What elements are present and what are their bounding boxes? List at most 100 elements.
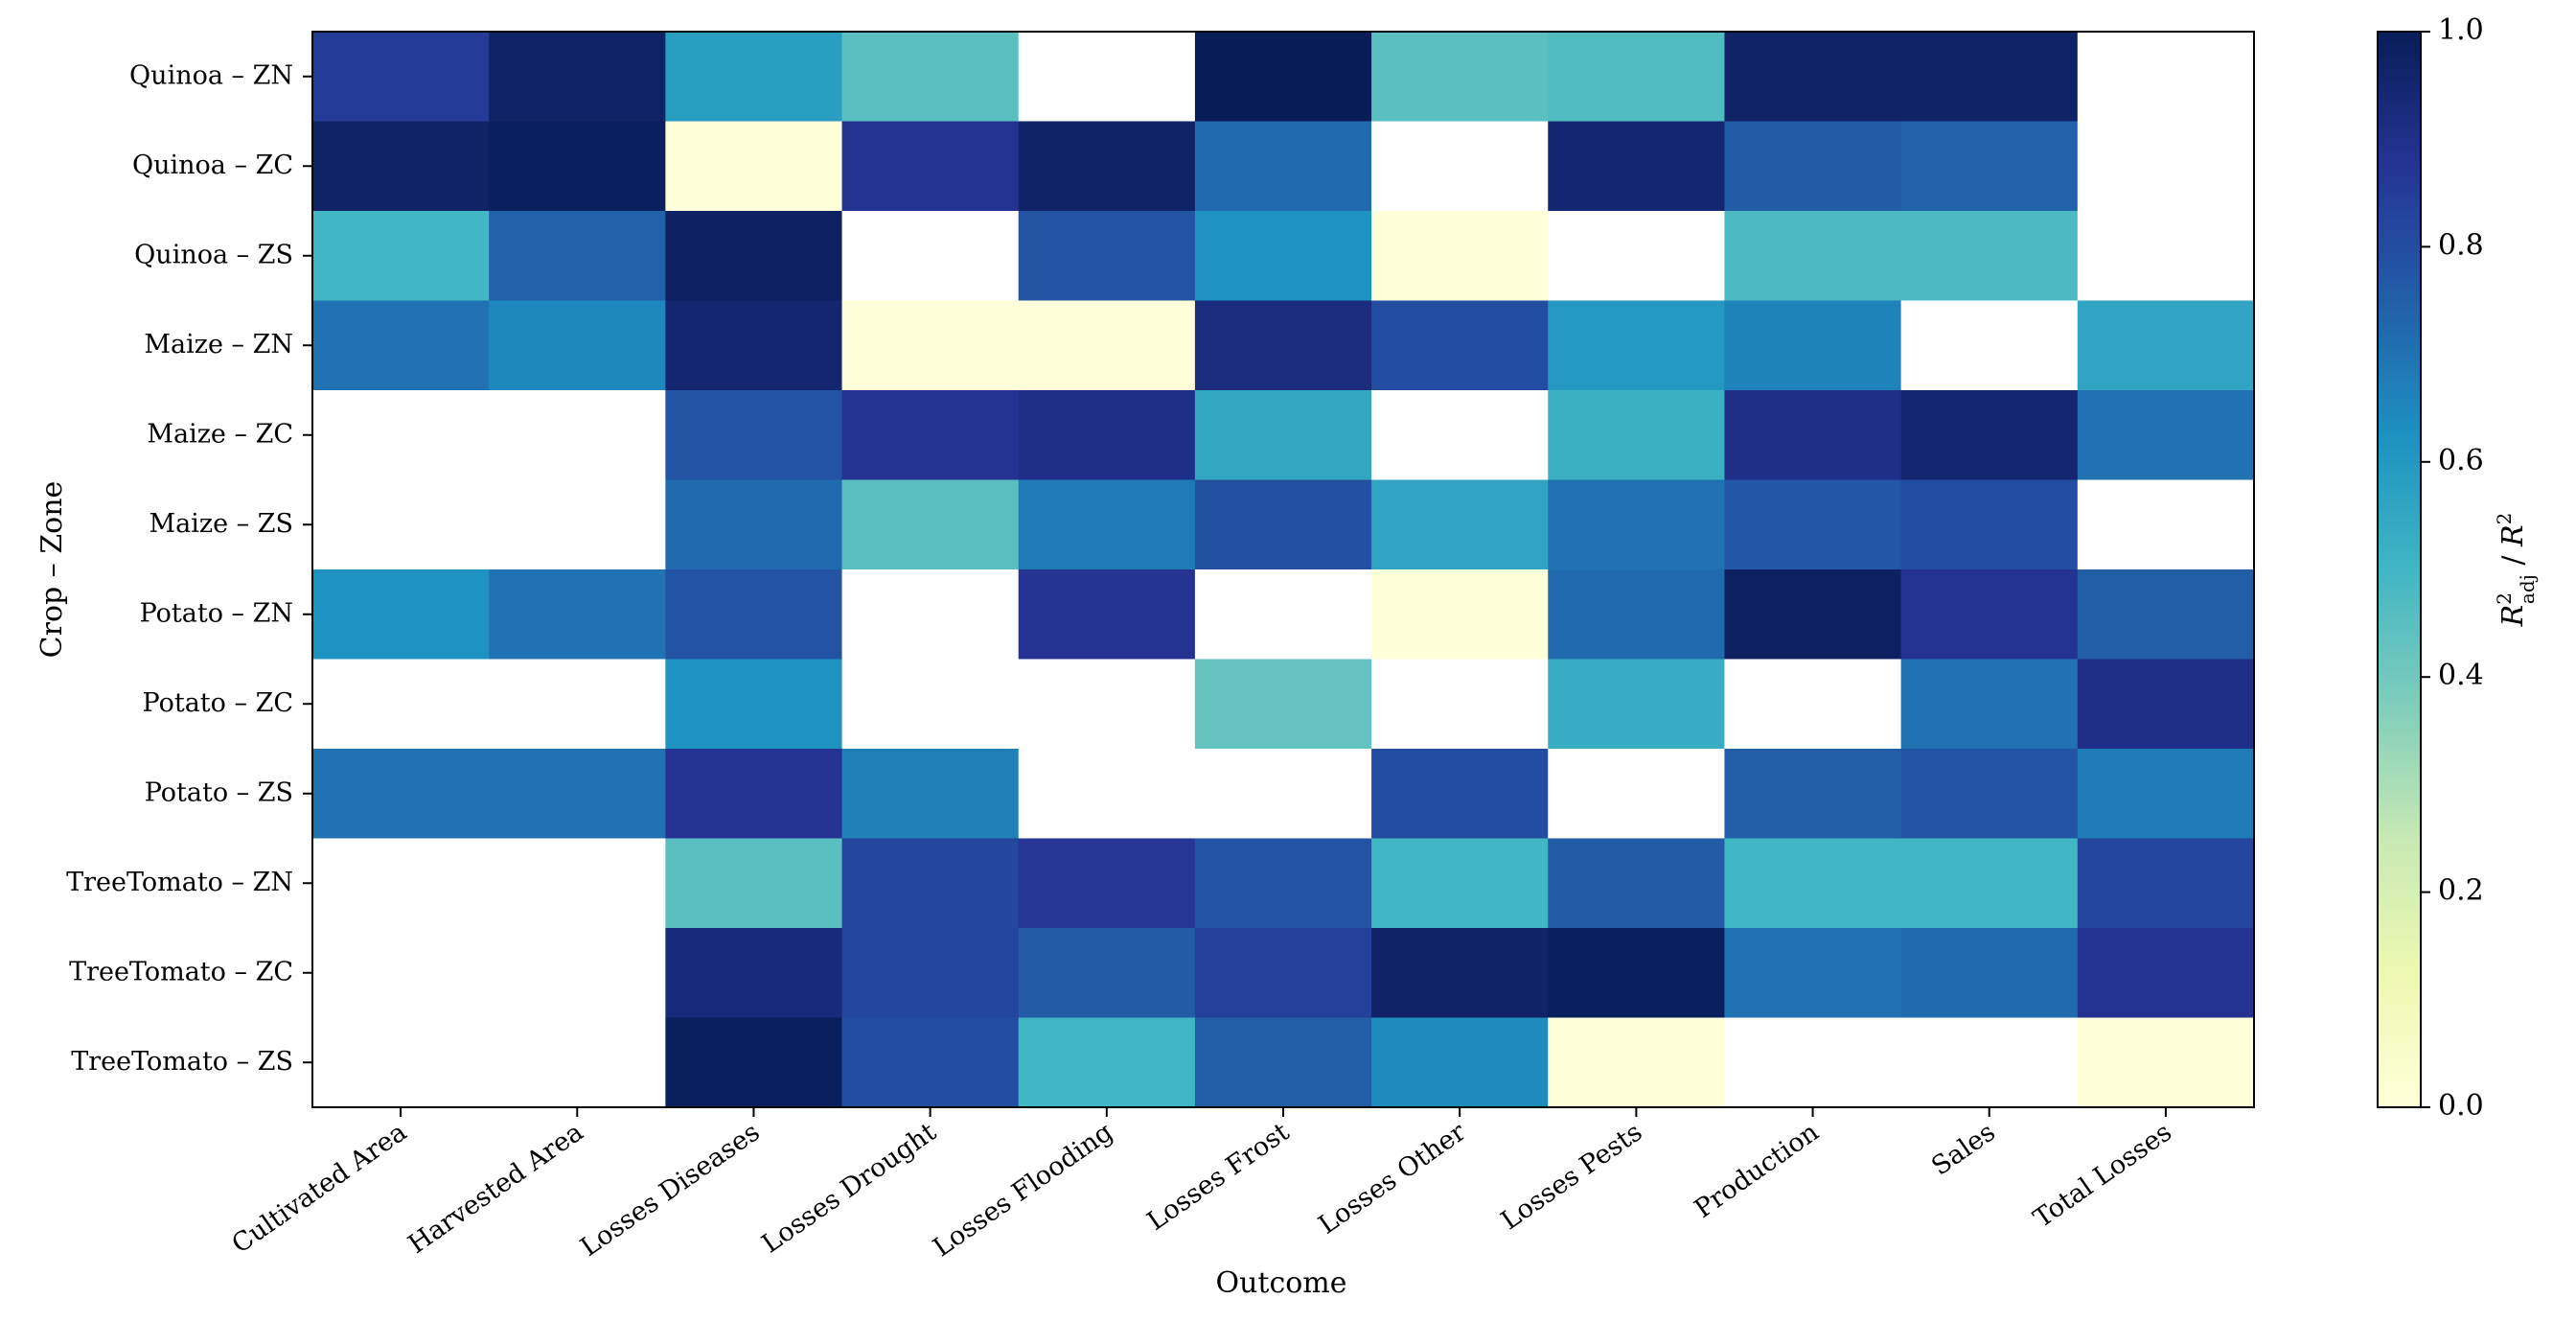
heatmap-cell xyxy=(489,1017,666,1108)
y-tick-label: Quinoa – ZC xyxy=(132,151,293,180)
colorbar-gradient xyxy=(2377,31,2422,1108)
heatmap-cell xyxy=(1371,749,1549,840)
colorbar-label-sup2: 2 xyxy=(2493,513,2516,525)
heatmap-cell xyxy=(1194,300,1372,391)
x-tick-label: Losses Drought xyxy=(757,1117,942,1259)
heatmap-cell xyxy=(1548,659,1726,750)
heatmap-cell xyxy=(1548,300,1726,391)
x-tick-label: Cultivated Area xyxy=(226,1117,412,1260)
heatmap-cell xyxy=(1548,121,1726,212)
x-tick-label: Production xyxy=(1690,1117,1825,1224)
heatmap-cell xyxy=(489,300,666,391)
heatmap-cell xyxy=(841,211,1020,302)
heatmap-cell xyxy=(1548,1017,1726,1108)
heatmap-cell xyxy=(1724,838,1902,929)
colorbar-label-sub: adj xyxy=(2516,574,2539,604)
heatmap-cell xyxy=(665,211,843,302)
heatmap-cell xyxy=(841,928,1020,1019)
x-tick-label: Losses Diseases xyxy=(575,1117,765,1263)
heatmap-cell xyxy=(1548,479,1726,570)
heatmap-cell xyxy=(665,479,843,570)
heatmap-cell xyxy=(665,32,843,123)
heatmap-cell xyxy=(1724,569,1902,661)
heatmap-cell xyxy=(1194,749,1372,840)
heatmap-cell xyxy=(312,390,490,481)
colorbar-label-r2: R xyxy=(2496,524,2530,547)
heatmap-cell xyxy=(2077,211,2255,302)
heatmap-cell xyxy=(1724,659,1902,750)
heatmap-cell xyxy=(1900,928,2079,1019)
y-tick-label: TreeTomato – ZC xyxy=(69,957,293,986)
colorbar-tick-label: 0.0 xyxy=(2438,1089,2484,1123)
y-tick-label: Maize – ZC xyxy=(147,419,293,449)
y-axis-label: Crop – Zone xyxy=(35,481,69,659)
heatmap-cell xyxy=(1548,32,1726,123)
heatmap-cell xyxy=(489,32,666,123)
colorbar-label-sep: / xyxy=(2496,546,2530,574)
heatmap-cell xyxy=(489,659,666,750)
heatmap-cell xyxy=(1900,121,2079,212)
heatmap-cell xyxy=(1018,1017,1196,1108)
heatmap-cell xyxy=(1194,838,1372,929)
heatmap-cell xyxy=(841,749,1020,840)
heatmap-cell xyxy=(1900,390,2079,481)
colorbar: 0.00.20.40.60.81.0 R2adj / R2 xyxy=(2377,13,2539,1123)
y-tick-label: Quinoa – ZS xyxy=(134,240,293,269)
heatmap-cell xyxy=(1548,928,1726,1019)
heatmap-cell xyxy=(2077,838,2255,929)
heatmap-cell xyxy=(312,569,490,661)
heatmap-cell xyxy=(2077,121,2255,212)
colorbar-ticks: 0.0 0.2 0.4 0.6 0.8 1.0 xyxy=(2421,13,2484,1123)
heatmap-cell xyxy=(489,838,666,929)
colorbar-tick-label: 1.0 xyxy=(2438,13,2484,47)
heatmap-cell xyxy=(1900,1017,2079,1108)
heatmap-cell xyxy=(1724,928,1902,1019)
heatmap-cell xyxy=(1018,390,1196,481)
heatmap-cell xyxy=(1018,928,1196,1019)
heatmap-cell xyxy=(1018,659,1196,750)
y-tick-label: Potato – ZS xyxy=(145,777,293,807)
heatmap-cell xyxy=(1724,300,1902,391)
heatmap-cell xyxy=(2077,32,2255,123)
heatmap-cell xyxy=(665,300,843,391)
x-tick-label: Sales xyxy=(1926,1117,2001,1181)
heatmap-cell xyxy=(665,928,843,1019)
heatmap-cell xyxy=(841,390,1020,481)
heatmap-cell xyxy=(1371,838,1549,929)
heatmap-cell xyxy=(1194,479,1372,570)
heatmap-cell xyxy=(1548,390,1726,481)
heatmap-cell xyxy=(312,749,490,840)
heatmap-cell xyxy=(1194,569,1372,661)
heatmap-cell xyxy=(1371,32,1549,123)
heatmap-cell xyxy=(1194,211,1372,302)
y-tick-label: Maize – ZN xyxy=(144,330,293,359)
heatmap-cell xyxy=(1724,1017,1902,1108)
heatmap-cell xyxy=(665,659,843,750)
heatmap-cell xyxy=(1018,32,1196,123)
heatmap-cell xyxy=(2077,928,2255,1019)
x-tick-label: Losses Flooding xyxy=(928,1117,1118,1263)
heatmap-cell xyxy=(2077,1017,2255,1108)
y-tick-label: Potato – ZC xyxy=(143,688,293,718)
heatmap-cell xyxy=(841,32,1020,123)
y-tick-label: Potato – ZN xyxy=(140,598,293,628)
x-tick-label: Losses Pests xyxy=(1496,1117,1648,1236)
colorbar-tick-label: 0.4 xyxy=(2438,659,2484,692)
heatmap-cell xyxy=(1371,121,1549,212)
heatmap-cell xyxy=(1548,211,1726,302)
heatmap-cell xyxy=(1371,479,1549,570)
x-tick-label: Losses Frost xyxy=(1142,1117,1296,1237)
heatmap-cell xyxy=(312,121,490,212)
heatmap-cell xyxy=(489,211,666,302)
heatmap-cell xyxy=(1194,928,1372,1019)
heatmap-cell xyxy=(841,838,1020,929)
heatmap-cell xyxy=(1900,300,2079,391)
heatmap-cell xyxy=(2077,300,2255,391)
heatmap-cell xyxy=(1900,479,2079,570)
heatmap-cell xyxy=(1900,838,2079,929)
heatmap-cell xyxy=(1548,838,1726,929)
heatmap-cell xyxy=(841,479,1020,570)
colorbar-label-r: R xyxy=(2496,605,2530,628)
